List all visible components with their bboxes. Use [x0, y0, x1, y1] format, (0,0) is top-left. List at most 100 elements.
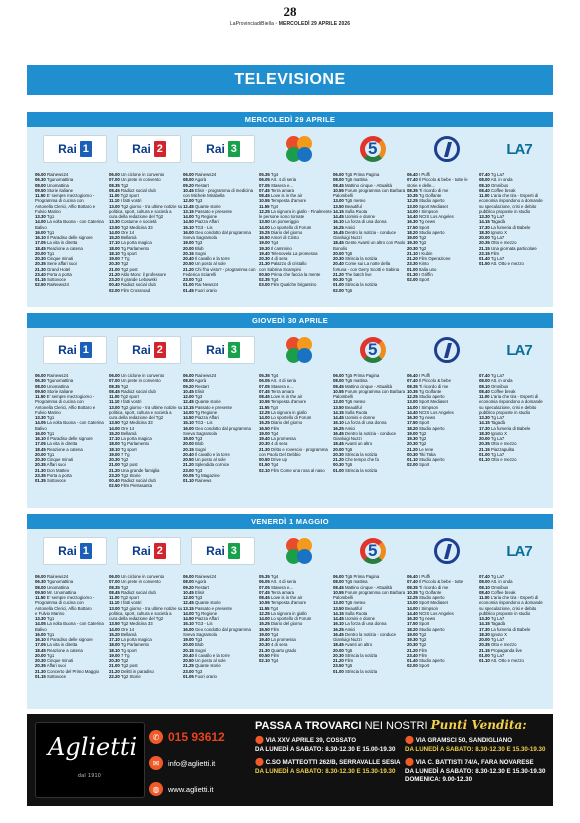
rai-wordmark: Rai — [206, 142, 225, 156]
program-line: 19.40 La promessa — [259, 637, 296, 642]
rai-wordmark: Rai — [58, 544, 77, 558]
program-line: storie e delle... — [407, 182, 435, 188]
program-line: 07.00 Un prete in convento — [109, 579, 161, 585]
program-line: 11.10 I fatti vostri — [109, 399, 142, 405]
program-line: 12.25 La signora in giallo — [259, 610, 307, 616]
program-line: 23.00 Tg3 — [183, 277, 203, 282]
program-line: pubblico proposte in studio — [479, 409, 531, 415]
program-line: 19.40 La promessa — [259, 436, 296, 441]
program-line: 12.45 Quante storie — [183, 600, 221, 606]
program-line: 17.50 Sport — [407, 224, 430, 230]
program-line: 10.45 Elisir - programma di medicina — [183, 187, 253, 193]
program-line: 13.00 Sport Mediaset — [407, 600, 448, 606]
program-line: 20.00 Tg La7 — [479, 436, 505, 441]
rai-wordmark: Rai — [132, 142, 151, 156]
program-line: cura della redazione del Tg2 — [109, 616, 164, 621]
rai3-logo: Rai 3 — [191, 537, 255, 565]
day-title: VENERDÌ 1 MAGGIO — [27, 514, 553, 529]
program-line: 06.05 Art. 4 di seria — [259, 378, 297, 384]
program-line: 13.30 Costume e società — [109, 219, 157, 225]
program-line: Palombelli — [333, 193, 353, 198]
program-line: 08.00 Att. in onda — [479, 378, 513, 384]
program-line: 21.20 Aldo Moro: il professore — [109, 271, 167, 277]
program-line: 16.45 Dentro la notizia - conduce — [333, 229, 397, 235]
pin-icon: ⬤ — [255, 757, 264, 766]
program-line: 11.00 Tg2 sport — [109, 394, 139, 399]
program-line: 20.00 Blob — [183, 441, 204, 447]
program-line: Sveva Sagramola — [183, 631, 217, 637]
program-line: Programma di cucina con — [35, 399, 84, 405]
phone-icon: ✆ — [149, 730, 163, 744]
program-line: 16.25 Amici — [333, 224, 356, 230]
program-line: 21.00 Tg2 post — [109, 462, 138, 468]
italia1-symbol — [434, 337, 460, 363]
program-line: 20.15 Sogni — [183, 250, 206, 256]
la7-logo: LA7 — [506, 140, 532, 158]
program-line: 16.00 Geo condotto dal programma — [183, 229, 251, 235]
program-line: 01.50 Tg4 — [259, 462, 279, 468]
canale5-symbol: 5 — [360, 337, 386, 363]
program-line: 20.35 Affari suoi — [35, 462, 66, 468]
program-line: 20.30 4 di sera — [259, 441, 288, 447]
program-line: 17.05 La vita in diretta — [35, 240, 78, 246]
ad-email[interactable]: info@aglietti.it — [168, 758, 216, 768]
ad-phone[interactable]: 015 93612 — [168, 730, 225, 744]
program-line: 00.30 Tg5 — [333, 462, 353, 468]
program-line: 17.10 La porta magica — [109, 637, 152, 642]
program-line: 11.50 E' sempre mezzogiorno - — [35, 595, 95, 600]
program-line: 21.20 Le Iene — [407, 446, 434, 452]
program-line: 08.00 Agorà — [183, 579, 207, 585]
program-line: 17.05 La vita in diretta — [35, 441, 78, 447]
program-line: 00.30 Tiki Taka — [407, 451, 436, 457]
program-line: 00.50 Drive up — [259, 457, 287, 462]
advertisement: Aglietti dal 1910 ✆ 015 93612 ✉ info@agl… — [27, 714, 553, 806]
program-line: 16.50 Amori di Cristo — [259, 235, 299, 240]
day-title: GIOVEDÌ 30 APRILE — [27, 313, 553, 328]
program-line: 06.30 Tgunomattina — [35, 177, 74, 183]
store-extra-hours: DOMENICA: 9.00-12.30 — [405, 776, 473, 783]
program-line: 14.15 Sulla Ruota — [333, 208, 368, 214]
rai-wordmark: Rai — [132, 544, 151, 558]
program-line: 13.50 Tg2 Medicina 33 — [109, 621, 153, 627]
program-line: 23.30 Kinto — [407, 261, 429, 267]
channel-schedule: 06.00 Tg5 Prima Pagina 08.00 Tg5 mattina 0… — [333, 373, 417, 473]
program-line: 08.00 Agorà — [183, 378, 207, 384]
ad-website[interactable]: www.aglietti.it — [168, 784, 214, 794]
program-line: 14.45 Uomini e donne — [333, 616, 376, 621]
store-address: C.SO MATTEOTTI 262/B, SERRAVALLE SESIA — [265, 759, 401, 766]
program-line: 20.40 Come sui La notte della — [333, 261, 391, 267]
program-line: 13.00 Sport Mediaset — [407, 399, 448, 405]
program-line: 13.15 Passato e presente — [183, 208, 232, 214]
program-line: 15.25 Diario del giorno — [259, 420, 303, 426]
program-line: 06.00 Un ciclone in convento — [109, 172, 165, 177]
program-line: 11.00 L'aria che tira - Esperti di — [479, 595, 539, 600]
program-line: 16.10 Il Paradiso delle signore — [35, 235, 93, 240]
program-line: 10.35 Tg Golfante — [407, 589, 442, 595]
program-line: 12.25 La signora in giallo — [259, 409, 307, 415]
rai-channel-number: 3 — [227, 543, 240, 559]
program-line: 02.50 RaiNews24 — [35, 282, 69, 288]
rai-channel-number: 1 — [79, 141, 92, 157]
program-line: 16.25 Amici — [333, 626, 356, 632]
program-line: con Paolo Del Debbio — [259, 451, 301, 457]
program-line: 20.30 Striscia la notizia — [333, 256, 378, 261]
rai-channel-number: 2 — [153, 342, 166, 358]
program-line: 12.45 Quante storie — [183, 203, 221, 209]
program-line: 16.10 Il Paradiso delle signore — [35, 436, 93, 441]
program-line: 07.45 Terra amara — [259, 388, 295, 394]
program-line: 15.20 Bellamà — [109, 430, 137, 436]
program-line: 23.40 Porta a porta — [35, 271, 72, 277]
program-line: 14.00 La volta Buona - con Caterina — [35, 219, 104, 225]
program-line: 08.35 Tg2 — [109, 182, 129, 188]
program-line: 13.00 Tg2 giorno - tra ultime notizie su — [109, 605, 183, 611]
page-number: 28 — [283, 4, 297, 19]
program-line: 10.55 Tempesta d'amore — [259, 198, 307, 204]
program-line: 13.50 Beautiful — [333, 404, 362, 410]
program-line: Balivo — [35, 224, 47, 230]
program-line: 06.00 Un ciclone in convento — [109, 574, 165, 579]
ad-phone-row: ✆ 015 93612 — [149, 726, 247, 748]
program-line: 20.40 Il cavallo e la torre — [183, 652, 230, 658]
ad-web-row: ◍ www.aglietti.it — [149, 778, 247, 800]
program-line: 08.45 Radio2 social club — [109, 589, 156, 595]
program-line: 16.10 La forza di una donna — [333, 621, 387, 627]
